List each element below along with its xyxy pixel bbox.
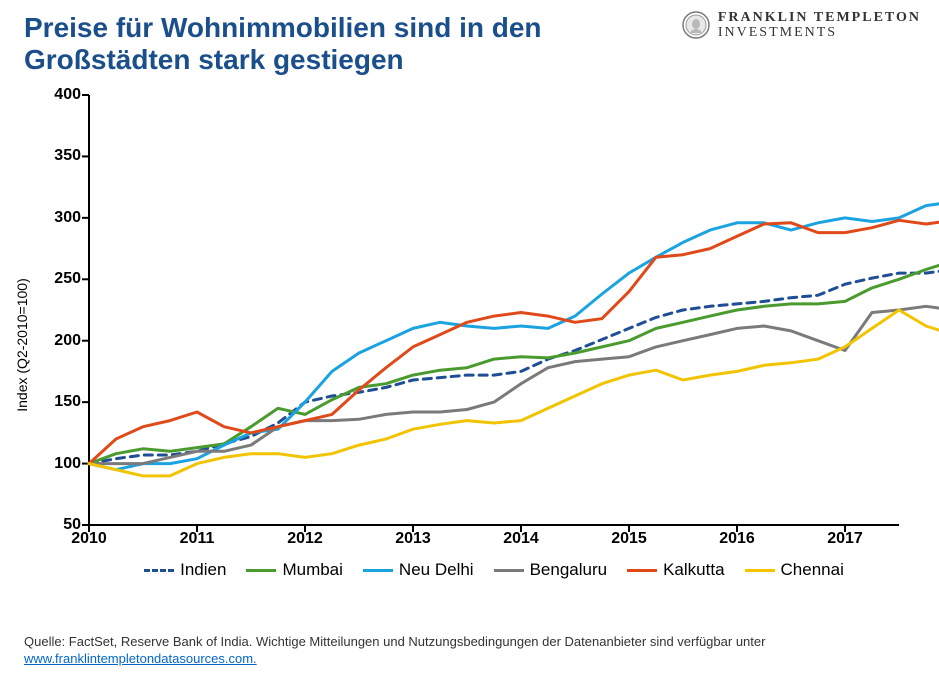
chart-title: Preise für Wohnimmobilien sind in den Gr… — [24, 12, 584, 76]
x-tick-label: 2014 — [503, 530, 539, 548]
x-ticks: 20102011201220132014201520162017 — [89, 530, 899, 554]
legend-label: Indien — [180, 560, 226, 580]
brand-logo: FRANKLIN TEMPLETON INVESTMENTS — [682, 10, 921, 41]
logo-text: FRANKLIN TEMPLETON INVESTMENTS — [718, 10, 921, 41]
source-footer: Quelle: FactSet, Reserve Bank of India. … — [24, 633, 904, 668]
series-mumbai — [89, 241, 939, 463]
medal-icon — [682, 11, 710, 39]
legend-item: Kalkutta — [627, 560, 724, 580]
legend-swatch — [363, 569, 393, 572]
x-tick-label: 2017 — [827, 530, 863, 548]
x-tick-label: 2012 — [287, 530, 323, 548]
series-neu-delhi — [89, 169, 939, 470]
legend: Indien Mumbai Neu Delhi Bengaluru Kalkutta Ch… — [89, 560, 899, 580]
legend-swatch — [144, 569, 174, 572]
plot-area: 50100150200250300350400 — [89, 95, 899, 525]
legend-label: Bengaluru — [530, 560, 608, 580]
y-tick-label: 400 — [54, 86, 81, 104]
legend-swatch — [627, 569, 657, 572]
x-tick-label: 2015 — [611, 530, 647, 548]
footer-link[interactable]: www.franklintempletondatasources.com. — [24, 651, 257, 666]
y-tick-label: 150 — [54, 393, 81, 411]
logo-line2: INVESTMENTS — [718, 25, 921, 40]
legend-swatch — [745, 569, 775, 572]
y-tick-label: 200 — [54, 332, 81, 350]
chart-area: Index (Q2-2010=100) 50100150200250300350… — [24, 95, 914, 595]
x-tick-label: 2011 — [180, 530, 215, 548]
x-tick-label: 2013 — [395, 530, 431, 548]
logo-line1: FRANKLIN TEMPLETON — [718, 10, 921, 25]
legend-item: Indien — [144, 560, 226, 580]
y-tick-label: 350 — [54, 147, 81, 165]
legend-item: Chennai — [745, 560, 844, 580]
x-tick-label: 2010 — [71, 530, 107, 548]
legend-swatch — [494, 569, 524, 572]
legend-label: Neu Delhi — [399, 560, 474, 580]
legend-label: Mumbai — [282, 560, 342, 580]
y-axis-label: Index (Q2-2010=100) — [14, 278, 30, 411]
legend-label: Kalkutta — [663, 560, 724, 580]
y-tick-label: 300 — [54, 209, 81, 227]
x-tick-label: 2016 — [719, 530, 755, 548]
footer-text: Quelle: FactSet, Reserve Bank of India. … — [24, 634, 765, 649]
y-tick-label: 250 — [54, 270, 81, 288]
legend-swatch — [246, 569, 276, 572]
legend-item: Bengaluru — [494, 560, 608, 580]
series-bengaluru — [89, 306, 939, 463]
legend-item: Neu Delhi — [363, 560, 474, 580]
figure-root: Preise für Wohnimmobilien sind in den Gr… — [0, 0, 939, 686]
legend-label: Chennai — [781, 560, 844, 580]
legend-item: Mumbai — [246, 560, 342, 580]
y-tick-label: 100 — [54, 455, 81, 473]
